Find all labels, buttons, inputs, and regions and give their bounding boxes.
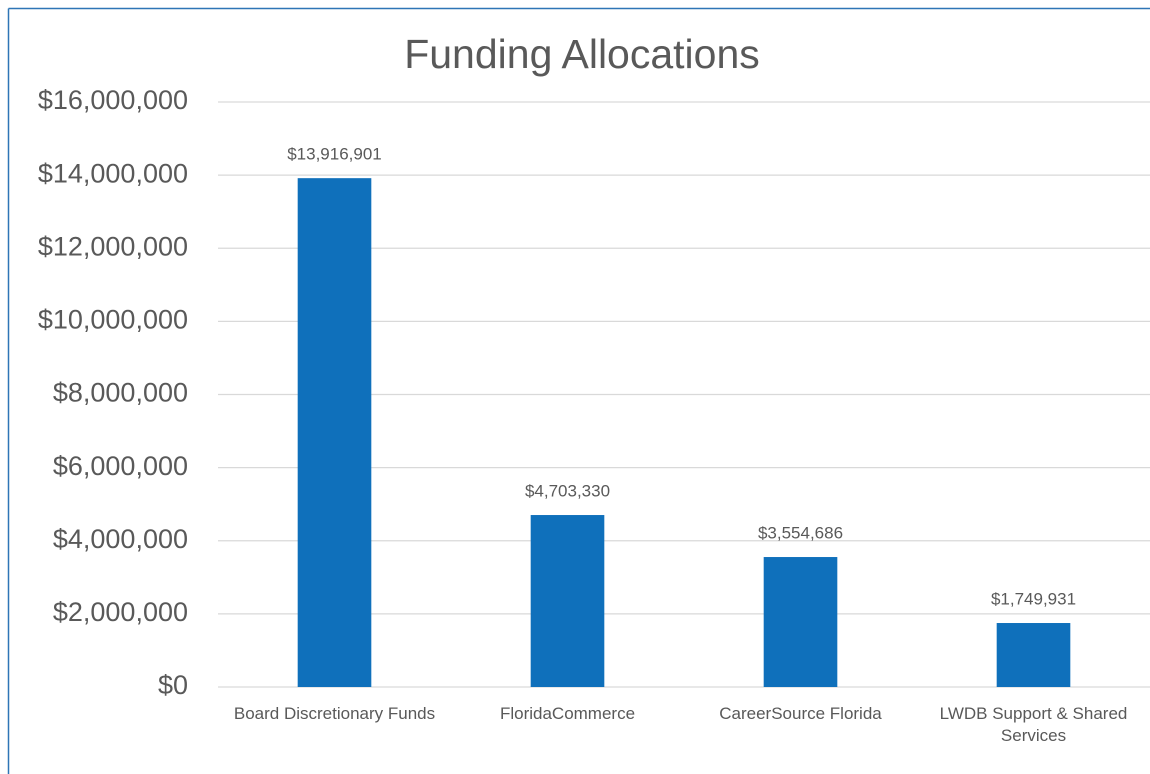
- y-tick-label: $16,000,000: [38, 85, 188, 115]
- y-tick-label: $4,000,000: [53, 524, 188, 554]
- bar: [763, 557, 838, 687]
- data-label: $1,749,931: [991, 590, 1076, 609]
- bar: [996, 623, 1071, 687]
- data-label: $3,554,686: [758, 524, 843, 543]
- bar: [530, 515, 605, 687]
- y-tick-label: $12,000,000: [38, 231, 188, 261]
- x-tick-label: Board Discretionary Funds: [233, 704, 436, 723]
- data-label: $4,703,330: [525, 482, 610, 501]
- y-tick-label: $10,000,000: [38, 305, 188, 335]
- y-tick-label: $0: [158, 670, 188, 700]
- data-label: $13,916,901: [287, 145, 382, 164]
- chart-title: Funding Allocations: [404, 31, 760, 77]
- y-tick-label: $14,000,000: [38, 158, 188, 188]
- x-tick-label: CareerSource Florida: [719, 704, 882, 723]
- y-tick-label: $2,000,000: [53, 597, 188, 627]
- x-tick-label: LWDB Support & Shared Services: [939, 704, 1128, 745]
- x-tick-label: FloridaCommerce: [499, 704, 636, 723]
- y-tick-label: $6,000,000: [53, 451, 188, 481]
- y-tick-label: $8,000,000: [53, 378, 188, 408]
- bar: [297, 178, 372, 687]
